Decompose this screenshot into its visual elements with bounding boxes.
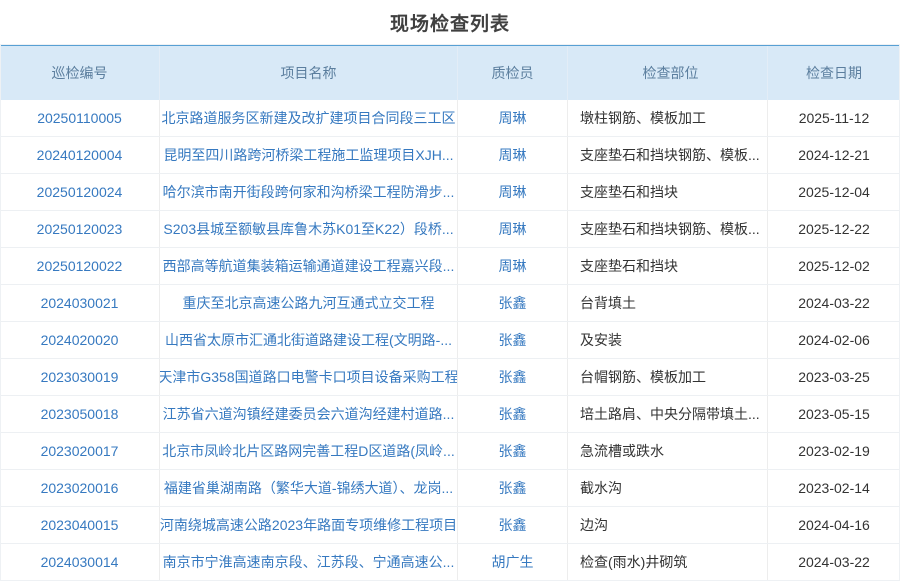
- cell-project[interactable]: 重庆至北京高速公路九河互通式立交工程: [160, 285, 458, 321]
- cell-project[interactable]: 北京市凤岭北片区路网完善工程D区道路(凤岭...: [160, 433, 458, 469]
- cell-location: 边沟: [568, 507, 768, 543]
- table-row: 20250110005 北京路道服务区新建及改扩建项目合同段三工区 周琳 墩柱钢筋、模…: [0, 100, 900, 137]
- cell-date: 2025-12-22: [798, 221, 870, 237]
- table-row: 2023050018 江苏省六道沟镇经建委员会六道沟经建村道路... 张鑫 培土路肩、…: [0, 396, 900, 433]
- cell-date: 2025-12-02: [798, 258, 870, 274]
- cell-date: 2024-03-22: [798, 554, 870, 570]
- column-header-date: 检查日期: [806, 65, 862, 81]
- cell-location: 台背填土: [568, 285, 768, 321]
- cell-inspector[interactable]: 张鑫: [458, 322, 568, 358]
- cell-date: 2023-02-14: [798, 480, 870, 496]
- cell-inspector[interactable]: 周琳: [458, 100, 568, 136]
- cell-id[interactable]: 2023050018: [0, 396, 160, 432]
- inspection-table: 巡检编号 项目名称 质检员 检查部位 检查日期 20250110005 北京路道服务区新建…: [0, 44, 900, 581]
- cell-project[interactable]: 天津市G358国道路口电警卡口项目设备采购工程: [160, 359, 458, 395]
- cell-inspector[interactable]: 张鑫: [458, 285, 568, 321]
- column-header-id: 巡检编号: [0, 46, 160, 100]
- cell-inspector[interactable]: 张鑫: [458, 470, 568, 506]
- cell-location: 支座垫石和挡块: [568, 174, 768, 210]
- cell-date: 2023-02-19: [798, 443, 870, 459]
- cell-inspector[interactable]: 张鑫: [458, 359, 568, 395]
- cell-date: 2024-03-22: [798, 295, 870, 311]
- cell-project[interactable]: 南京市宁淮高速南京段、江苏段、宁通高速公...: [160, 544, 458, 580]
- cell-project[interactable]: 江苏省六道沟镇经建委员会六道沟经建村道路...: [160, 396, 458, 432]
- cell-project[interactable]: S203县城至额敏县库鲁木苏K01至K22）段桥...: [160, 211, 458, 247]
- cell-project[interactable]: 哈尔滨市南开街段跨何家和沟桥梁工程防滑步...: [160, 174, 458, 210]
- cell-id[interactable]: 20250120024: [0, 174, 160, 210]
- table-row: 2024030014 南京市宁淮高速南京段、江苏段、宁通高速公... 胡广生 检查(雨…: [0, 544, 900, 581]
- column-header-project: 项目名称: [160, 46, 458, 100]
- cell-id[interactable]: 2024030021: [0, 285, 160, 321]
- cell-id[interactable]: 2023020016: [0, 470, 160, 506]
- cell-id[interactable]: 20250120022: [0, 248, 160, 284]
- cell-inspector[interactable]: 周琳: [458, 137, 568, 173]
- cell-location: 支座垫石和挡块钢筋、模板...: [568, 211, 768, 247]
- table-body: 20250110005 北京路道服务区新建及改扩建项目合同段三工区 周琳 墩柱钢筋、模…: [0, 100, 900, 581]
- table-row: 2023030019 天津市G358国道路口电警卡口项目设备采购工程 张鑫 台帽钢筋、…: [0, 359, 900, 396]
- cell-location: 急流槽或跌水: [568, 433, 768, 469]
- column-header-location: 检查部位: [568, 46, 768, 100]
- cell-date: 2024-12-21: [798, 147, 870, 163]
- cell-date: 2024-04-16: [798, 517, 870, 533]
- cell-project[interactable]: 昆明至四川路跨河桥梁工程施工监理项目XJH...: [160, 137, 458, 173]
- cell-date: 2025-11-12: [798, 110, 870, 126]
- table-row: 20250120023 S203县城至额敏县库鲁木苏K01至K22）段桥... 周琳…: [0, 211, 900, 248]
- cell-id[interactable]: 20250120023: [0, 211, 160, 247]
- table-row: 2023040015 河南绕城高速公路2023年路面专项维修工程项目 张鑫 边沟 202…: [0, 507, 900, 544]
- cell-location: 支座垫石和挡块: [568, 248, 768, 284]
- table-header-row: 巡检编号 项目名称 质检员 检查部位 检查日期: [0, 44, 900, 100]
- cell-location: 支座垫石和挡块钢筋、模板...: [568, 137, 768, 173]
- cell-location: 培土路肩、中央分隔带填土...: [568, 396, 768, 432]
- cell-inspector[interactable]: 张鑫: [458, 433, 568, 469]
- cell-inspector[interactable]: 周琳: [458, 174, 568, 210]
- cell-inspector[interactable]: 周琳: [458, 211, 568, 247]
- cell-project[interactable]: 河南绕城高速公路2023年路面专项维修工程项目: [160, 507, 458, 543]
- cell-location: 截水沟: [568, 470, 768, 506]
- cell-location: 检查(雨水)井砌筑: [568, 544, 768, 580]
- cell-inspector[interactable]: 胡广生: [458, 544, 568, 580]
- cell-date: 2023-05-15: [798, 406, 870, 422]
- cell-location: 台帽钢筋、模板加工: [568, 359, 768, 395]
- cell-id[interactable]: 20250110005: [0, 100, 160, 136]
- cell-date: 2024-02-06: [798, 332, 870, 348]
- cell-location: 及安装: [568, 322, 768, 358]
- table-row: 20250120024 哈尔滨市南开街段跨何家和沟桥梁工程防滑步... 周琳 支座垫石…: [0, 174, 900, 211]
- cell-project[interactable]: 福建省巢湖南路（繁华大道-锦绣大道）、龙岗...: [160, 470, 458, 506]
- cell-id[interactable]: 2024030014: [0, 544, 160, 580]
- cell-date: 2023-03-25: [798, 369, 870, 385]
- table-row: 2024020020 山西省太原市汇通北街道路建设工程(文明路-... 张鑫 及安装 2…: [0, 322, 900, 359]
- cell-inspector[interactable]: 周琳: [458, 248, 568, 284]
- cell-id[interactable]: 20240120004: [0, 137, 160, 173]
- column-header-inspector: 质检员: [458, 46, 568, 100]
- cell-project[interactable]: 西部高等航道集装箱运输通道建设工程嘉兴段...: [160, 248, 458, 284]
- cell-id[interactable]: 2023020017: [0, 433, 160, 469]
- table-row: 20240120004 昆明至四川路跨河桥梁工程施工监理项目XJH... 周琳 支座垫…: [0, 137, 900, 174]
- cell-location: 墩柱钢筋、模板加工: [568, 100, 768, 136]
- cell-date: 2025-12-04: [798, 184, 870, 200]
- table-row: 2024030021 重庆至北京高速公路九河互通式立交工程 张鑫 台背填土 2024-0…: [0, 285, 900, 322]
- table-row: 2023020016 福建省巢湖南路（繁华大道-锦绣大道）、龙岗... 张鑫 截水沟 2…: [0, 470, 900, 507]
- cell-inspector[interactable]: 张鑫: [458, 396, 568, 432]
- cell-inspector[interactable]: 张鑫: [458, 507, 568, 543]
- table-row: 20250120022 西部高等航道集装箱运输通道建设工程嘉兴段... 周琳 支座垫石…: [0, 248, 900, 285]
- page-title: 现场检查列表: [389, 13, 510, 35]
- cell-id[interactable]: 2023040015: [0, 507, 160, 543]
- cell-project[interactable]: 北京路道服务区新建及改扩建项目合同段三工区: [160, 100, 458, 136]
- cell-id[interactable]: 2024020020: [0, 322, 160, 358]
- cell-id[interactable]: 2023030019: [0, 359, 160, 395]
- cell-project[interactable]: 山西省太原市汇通北街道路建设工程(文明路-...: [160, 322, 458, 358]
- table-row: 2023020017 北京市凤岭北片区路网完善工程D区道路(凤岭... 张鑫 急流槽或…: [0, 433, 900, 470]
